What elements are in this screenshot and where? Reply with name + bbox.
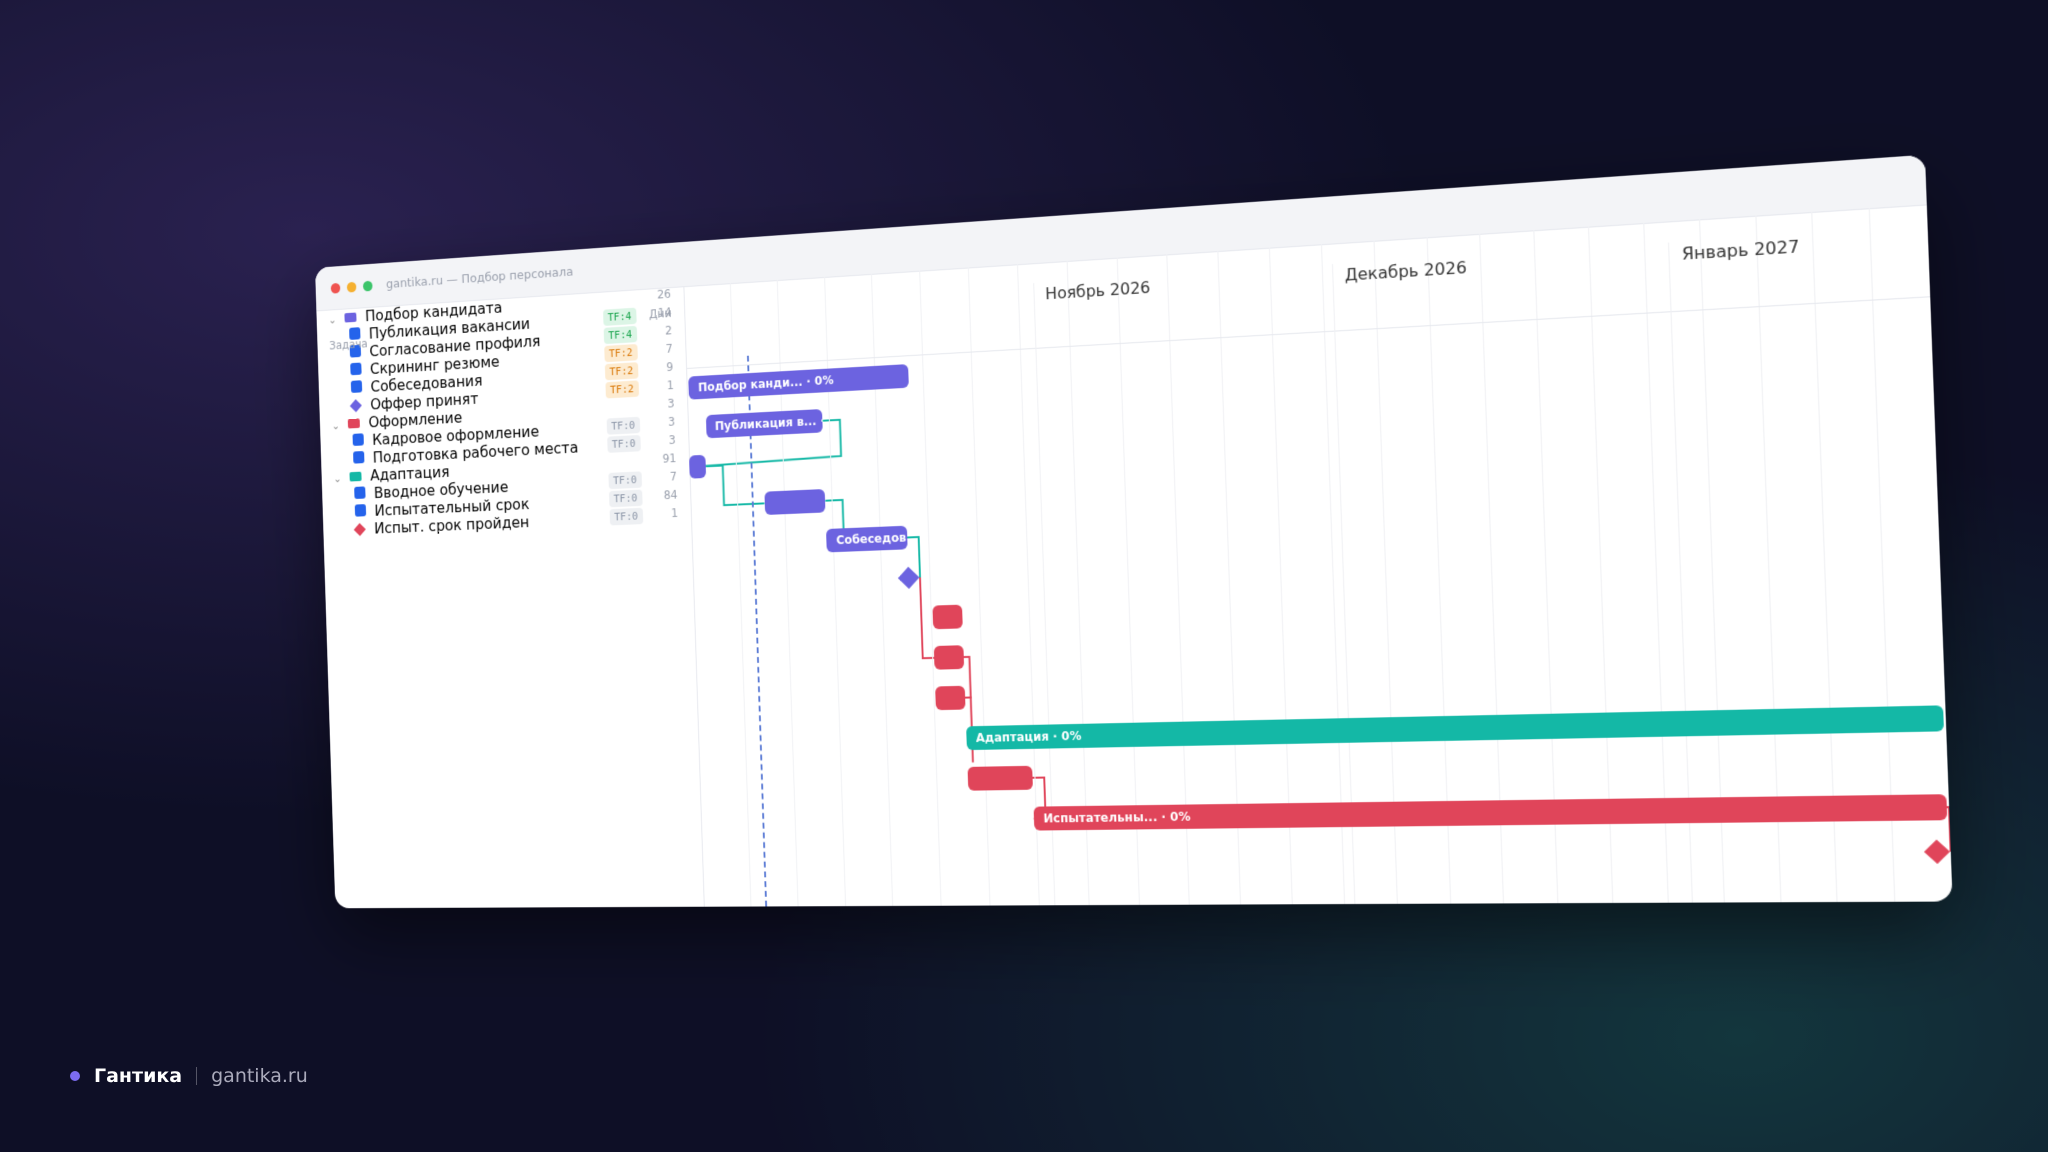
float-badge: TF:2	[604, 344, 637, 362]
float-badge: TF:4	[603, 308, 636, 326]
duration: 26	[657, 287, 671, 301]
float-badge: TF:0	[610, 508, 643, 526]
collapse-toggle: ⌄	[328, 314, 336, 327]
checkbox	[354, 486, 365, 499]
folder-icon	[345, 312, 357, 322]
maximize-button[interactable]	[363, 280, 373, 291]
gantt-bar[interactable]	[933, 605, 963, 630]
gantt-bar[interactable]: Собеседов	[826, 526, 907, 553]
duration: 3	[667, 397, 674, 411]
float-badge: TF:2	[605, 380, 638, 398]
checkbox	[351, 380, 362, 393]
brand: Гантика	[94, 1065, 182, 1087]
milestone-icon	[354, 523, 366, 536]
duration: 2	[665, 324, 672, 338]
task-header: Задача	[329, 337, 368, 352]
float-badge: TF:0	[607, 435, 640, 453]
checkbox	[350, 363, 361, 376]
timeline: Ноябрь 2026 Декабрь 2026 Январь 2027 Подбор…	[683, 204, 1952, 906]
collapse-toggle: ⌄	[333, 473, 341, 485]
task-list: Задача Дни ⌄ Подбор кандидата 26 Публикация…	[316, 286, 704, 908]
window-title: gantika.ru — Подбор персонала	[386, 264, 574, 291]
brand-dot	[70, 1071, 80, 1081]
folder-icon	[350, 472, 362, 482]
duration: 1	[671, 506, 678, 520]
collapse-toggle: ⌄	[332, 420, 340, 432]
gantt-bar[interactable]	[935, 686, 965, 710]
app-window: gantika.ru — Подбор персонала Задача Дни…	[315, 155, 1953, 909]
minimize-button[interactable]	[347, 281, 357, 292]
gantt-bar[interactable]	[689, 455, 706, 479]
checkbox	[352, 433, 363, 446]
milestone-icon	[350, 399, 362, 412]
separator	[196, 1067, 197, 1085]
url: gantika.ru	[211, 1065, 308, 1087]
gantt-bar[interactable]	[764, 489, 826, 515]
close-button[interactable]	[331, 282, 341, 293]
duration: 84	[664, 488, 678, 502]
duration: 9	[666, 360, 673, 374]
footer: Гантика gantika.ru	[70, 1065, 308, 1087]
duration: 7	[666, 342, 673, 356]
float-badge: TF:0	[607, 417, 640, 435]
duration: 7	[670, 470, 677, 484]
checkbox	[355, 504, 366, 517]
duration: 1	[667, 378, 674, 392]
float-badge: TF:4	[604, 326, 637, 344]
float-badge: TF:2	[605, 362, 638, 380]
duration: 91	[662, 451, 676, 465]
checkbox	[353, 451, 364, 464]
gantt-bar[interactable]	[934, 645, 964, 670]
duration: 14	[658, 305, 672, 319]
folder-icon	[348, 419, 360, 429]
duration: 3	[668, 415, 675, 429]
dependency-link	[1946, 807, 1950, 851]
float-badge: TF:0	[608, 471, 641, 489]
duration: 3	[669, 433, 676, 447]
float-badge: TF:0	[609, 490, 642, 508]
gantt-bar[interactable]	[967, 766, 1033, 791]
